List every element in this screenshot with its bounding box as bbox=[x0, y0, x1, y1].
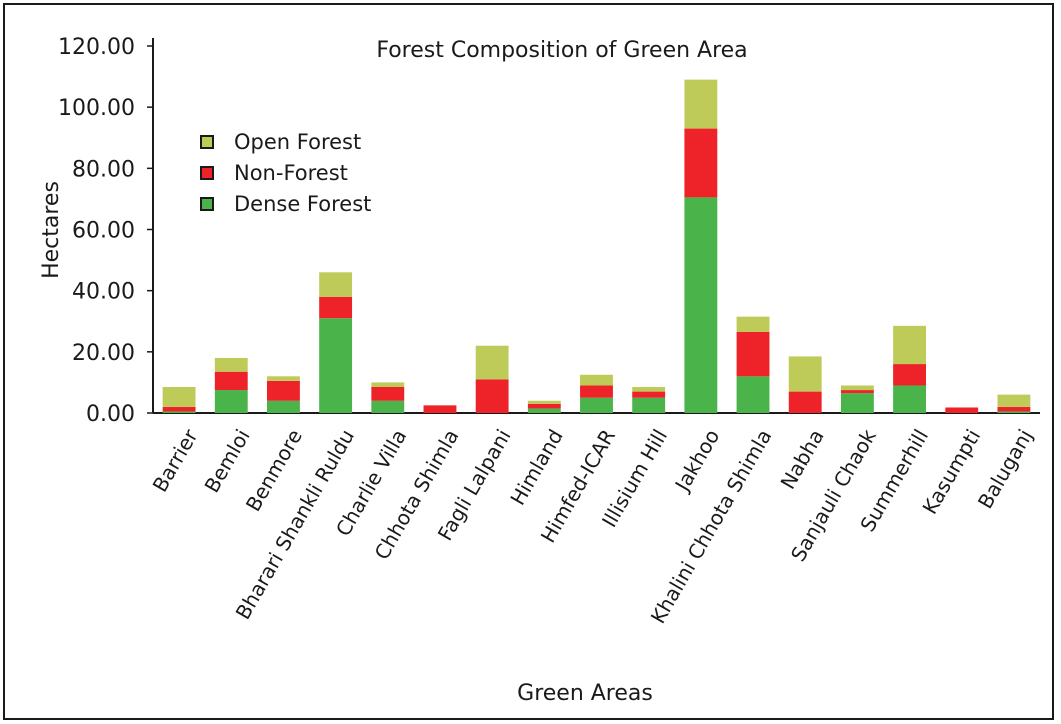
legend-label: Open Forest bbox=[234, 130, 361, 154]
bar-segment-non-forest bbox=[684, 128, 718, 198]
x-category-label: Barrier bbox=[148, 424, 203, 496]
bar-segment-open-forest bbox=[997, 394, 1031, 407]
bar-segment-open-forest bbox=[527, 400, 561, 404]
x-category-label: Nabha bbox=[775, 425, 828, 493]
y-axis: 0.00 20.00 40.00 60.00 80.00 100.00 120.00 bbox=[58, 35, 154, 427]
bar-segment-dense-forest bbox=[736, 376, 770, 413]
y-tick-label: 60.00 bbox=[72, 219, 135, 244]
bar-segment-non-forest bbox=[475, 379, 509, 413]
bar-segment-open-forest bbox=[840, 385, 874, 391]
bar-segment-open-forest bbox=[214, 357, 248, 372]
legend-swatch bbox=[200, 197, 214, 211]
bar-segment-non-forest bbox=[893, 364, 926, 386]
bar-segment-non-forest bbox=[580, 385, 613, 398]
bar-segment-open-forest bbox=[580, 374, 613, 386]
x-category-label: Bemloi bbox=[200, 425, 255, 497]
bar-segment-non-forest bbox=[945, 407, 979, 413]
bar-segment-non-forest bbox=[162, 406, 196, 412]
bar-segment-dense-forest bbox=[527, 408, 561, 413]
bar-segment-open-forest bbox=[475, 345, 509, 380]
bar-segment-dense-forest bbox=[580, 397, 613, 413]
bar-segment-non-forest bbox=[423, 405, 457, 413]
chart-title: Forest Composition of Green Area bbox=[376, 38, 747, 63]
bar-segment-non-forest bbox=[840, 390, 874, 394]
bar-segment-open-forest bbox=[632, 387, 666, 392]
bar-segment-non-forest bbox=[527, 403, 561, 409]
bar-segment-dense-forest bbox=[893, 385, 926, 413]
bar-segment-open-forest bbox=[893, 325, 926, 365]
bar-segment-open-forest bbox=[162, 387, 196, 407]
bar-segment-dense-forest bbox=[319, 318, 353, 413]
bar-segment-open-forest bbox=[788, 356, 822, 392]
bar-segment-dense-forest bbox=[840, 393, 874, 413]
y-axis-title: Hectares bbox=[39, 181, 64, 279]
bar-segment-dense-forest bbox=[267, 400, 300, 413]
legend-label: Non-Forest bbox=[234, 161, 348, 185]
bar-segment-non-forest bbox=[788, 391, 822, 413]
bars bbox=[162, 79, 1031, 413]
legend: Open Forest Non-Forest Dense Forest bbox=[200, 130, 371, 216]
bar-segment-non-forest bbox=[997, 406, 1031, 412]
legend-label: Dense Forest bbox=[234, 192, 371, 216]
legend-swatch bbox=[200, 166, 214, 180]
bar-segment-non-forest bbox=[319, 296, 353, 319]
bar-segment-dense-forest bbox=[684, 197, 718, 413]
bar-segment-dense-forest bbox=[214, 390, 248, 413]
y-tick-label: 100.00 bbox=[58, 96, 135, 121]
bar-segment-non-forest bbox=[736, 331, 770, 377]
bar-segment-non-forest bbox=[371, 387, 405, 401]
y-tick-label: 80.00 bbox=[72, 157, 135, 182]
bar-segment-open-forest bbox=[319, 272, 353, 297]
chart-frame bbox=[3, 3, 1054, 720]
x-category-label: Jakhoo bbox=[669, 425, 724, 497]
bar-segment-dense-forest bbox=[632, 397, 666, 413]
y-tick-label: 20.00 bbox=[72, 341, 135, 366]
y-tick-label: 40.00 bbox=[72, 280, 135, 305]
bar-segment-non-forest bbox=[214, 371, 248, 391]
bar-segment-dense-forest bbox=[371, 400, 405, 413]
bar-segment-open-forest bbox=[267, 376, 300, 381]
bar-segment-dense-forest bbox=[997, 411, 1031, 413]
y-tick-label: 0.00 bbox=[86, 402, 135, 427]
bar-segment-dense-forest bbox=[162, 411, 196, 413]
bar-segment-open-forest bbox=[736, 316, 770, 332]
bar-segment-open-forest bbox=[684, 79, 718, 129]
bar-segment-non-forest bbox=[632, 391, 666, 398]
x-axis-title: Green Areas bbox=[517, 681, 653, 706]
bar-segment-non-forest bbox=[267, 380, 300, 401]
y-tick-label: 120.00 bbox=[58, 35, 135, 60]
bar-segment-open-forest bbox=[371, 382, 405, 388]
legend-swatch bbox=[200, 135, 214, 149]
